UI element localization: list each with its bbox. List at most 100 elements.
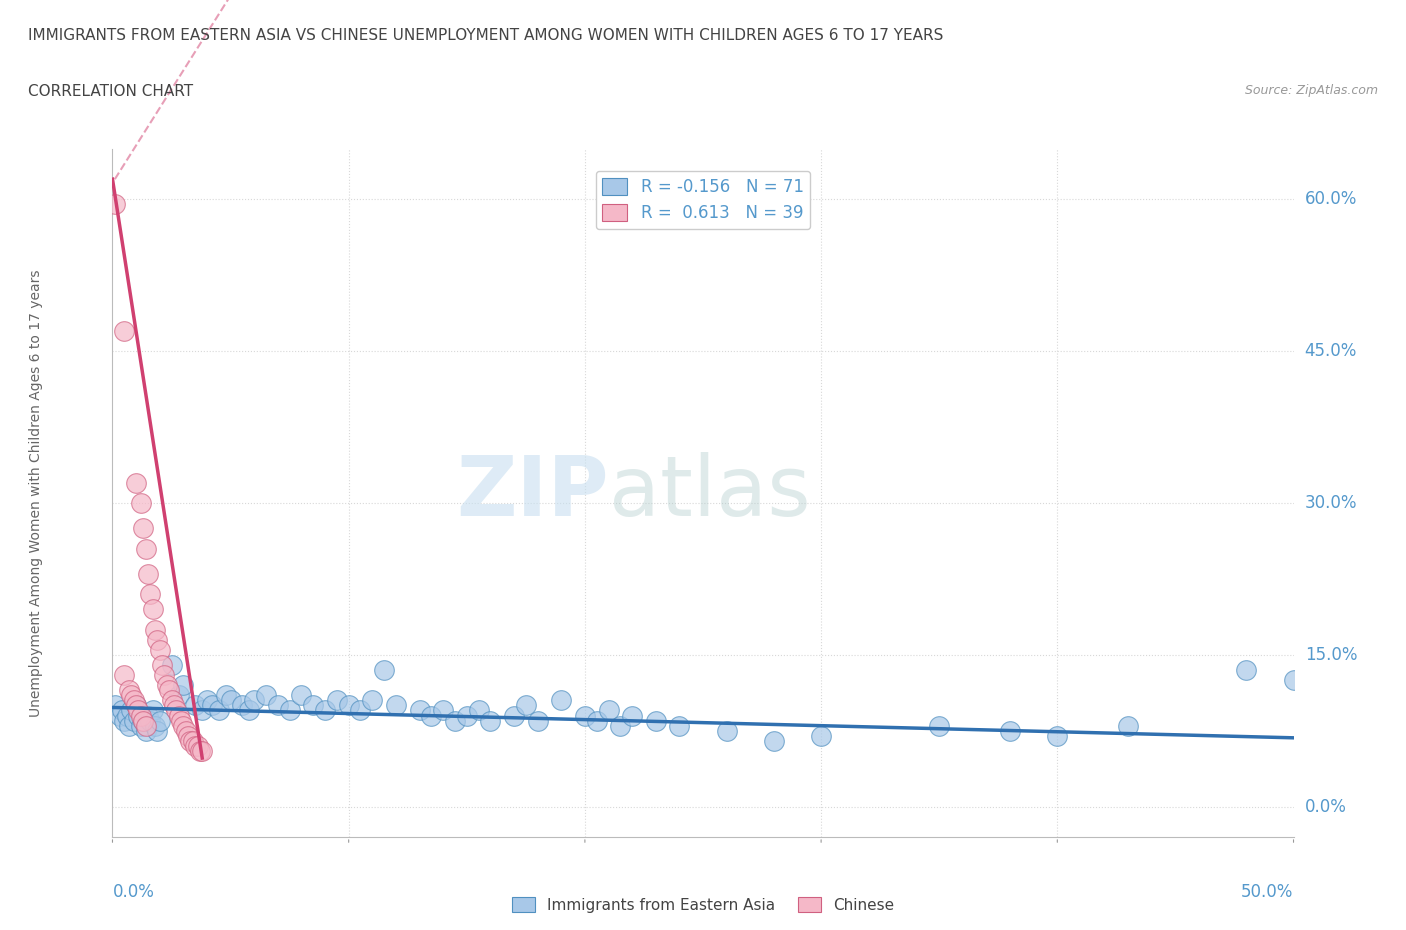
Point: [143, 718, 166, 733]
Point: [112, 324, 135, 339]
Point: [135, 718, 157, 733]
Point: [149, 643, 172, 658]
Point: [139, 587, 162, 602]
Point: [585, 713, 607, 728]
Point: [574, 708, 596, 723]
Point: [132, 521, 155, 536]
Text: Unemployment Among Women with Children Ages 6 to 17 years: Unemployment Among Women with Children A…: [28, 269, 42, 717]
Point: [361, 693, 384, 708]
Point: [201, 698, 224, 713]
Point: [125, 475, 148, 490]
Point: [195, 693, 218, 708]
Point: [254, 688, 277, 703]
Point: [112, 668, 135, 683]
Point: [104, 197, 127, 212]
Point: [467, 703, 489, 718]
Text: ZIP: ZIP: [456, 452, 609, 534]
Text: Source: ZipAtlas.com: Source: ZipAtlas.com: [1244, 84, 1378, 97]
Point: [118, 718, 141, 733]
Point: [115, 708, 138, 723]
Point: [278, 703, 301, 718]
Text: 50.0%: 50.0%: [1241, 883, 1294, 900]
Point: [142, 602, 165, 617]
Point: [550, 693, 572, 708]
Point: [444, 713, 467, 728]
Point: [156, 678, 179, 693]
Point: [188, 744, 211, 759]
Point: [420, 708, 443, 723]
Point: [129, 496, 152, 511]
Point: [146, 632, 169, 647]
Point: [153, 668, 176, 683]
Point: [174, 724, 197, 738]
Point: [302, 698, 325, 713]
Point: [503, 708, 526, 723]
Point: [326, 693, 349, 708]
Point: [186, 738, 208, 753]
Text: 0.0%: 0.0%: [1305, 798, 1347, 816]
Point: [160, 693, 183, 708]
Point: [191, 703, 214, 718]
Point: [373, 662, 395, 677]
Point: [179, 734, 201, 749]
Point: [108, 708, 131, 723]
Point: [998, 724, 1021, 738]
Point: [181, 734, 204, 749]
Point: [928, 718, 950, 733]
Point: [111, 703, 134, 718]
Point: [267, 698, 290, 713]
Text: 15.0%: 15.0%: [1305, 645, 1357, 664]
Point: [165, 703, 187, 718]
Point: [136, 708, 159, 723]
Point: [644, 713, 666, 728]
Point: [127, 708, 149, 723]
Text: 45.0%: 45.0%: [1305, 342, 1357, 360]
Point: [135, 541, 157, 556]
Point: [456, 708, 478, 723]
Point: [132, 713, 155, 728]
Point: [385, 698, 408, 713]
Point: [609, 718, 631, 733]
Point: [621, 708, 644, 723]
Point: [290, 688, 312, 703]
Point: [810, 728, 832, 743]
Point: [314, 703, 336, 718]
Point: [243, 693, 266, 708]
Point: [177, 728, 200, 743]
Point: [135, 724, 157, 738]
Text: 0.0%: 0.0%: [112, 883, 155, 900]
Point: [163, 698, 186, 713]
Point: [142, 703, 165, 718]
Point: [408, 703, 430, 718]
Point: [167, 708, 190, 723]
Legend: Immigrants from Eastern Asia, Chinese: Immigrants from Eastern Asia, Chinese: [506, 891, 900, 919]
Point: [160, 658, 183, 672]
Point: [1234, 662, 1257, 677]
Point: [129, 718, 152, 733]
Point: [139, 713, 162, 728]
Point: [219, 693, 242, 708]
Point: [122, 713, 145, 728]
Point: [479, 713, 502, 728]
Point: [668, 718, 690, 733]
Point: [1046, 728, 1069, 743]
Point: [149, 713, 172, 728]
Point: [150, 658, 173, 672]
Point: [515, 698, 537, 713]
Point: [191, 744, 214, 759]
Point: [172, 718, 194, 733]
Point: [762, 734, 785, 749]
Point: [167, 688, 190, 703]
Text: IMMIGRANTS FROM EASTERN ASIA VS CHINESE UNEMPLOYMENT AMONG WOMEN WITH CHILDREN A: IMMIGRANTS FROM EASTERN ASIA VS CHINESE …: [28, 28, 943, 43]
Point: [337, 698, 360, 713]
Point: [112, 713, 135, 728]
Point: [598, 703, 620, 718]
Point: [143, 622, 166, 637]
Point: [526, 713, 548, 728]
Text: atlas: atlas: [609, 452, 810, 534]
Point: [129, 708, 152, 723]
Point: [120, 688, 142, 703]
Point: [170, 713, 193, 728]
Point: [349, 703, 371, 718]
Point: [122, 693, 145, 708]
